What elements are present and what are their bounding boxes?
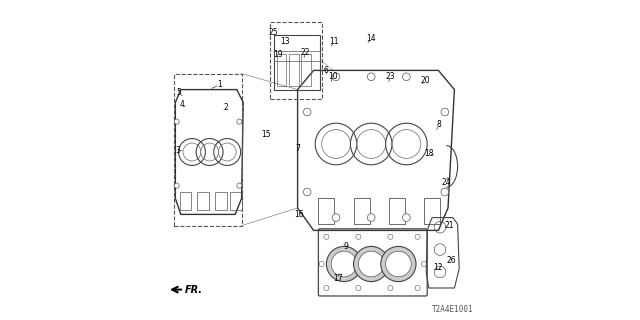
Circle shape (367, 214, 375, 221)
Text: 3: 3 (175, 146, 180, 155)
Text: 15: 15 (260, 130, 271, 139)
Circle shape (385, 251, 412, 277)
Text: 2: 2 (223, 103, 228, 112)
Bar (274, 35, 320, 90)
Bar (215, 192, 227, 210)
Circle shape (332, 214, 340, 221)
Circle shape (388, 234, 393, 239)
Text: 6: 6 (324, 66, 329, 75)
Circle shape (381, 246, 416, 282)
Text: 5: 5 (177, 88, 182, 97)
Bar (289, 54, 298, 86)
Text: 1: 1 (217, 80, 221, 89)
Text: 17: 17 (333, 274, 342, 283)
Text: 18: 18 (424, 149, 433, 158)
Text: 11: 11 (330, 37, 339, 46)
Text: 26: 26 (446, 256, 456, 265)
Text: 19: 19 (273, 50, 284, 59)
Circle shape (174, 183, 179, 188)
Circle shape (332, 251, 357, 277)
Circle shape (332, 73, 340, 81)
Circle shape (326, 246, 362, 282)
Text: 10: 10 (328, 72, 338, 81)
Bar (301, 54, 311, 86)
Text: 12: 12 (434, 263, 443, 272)
Text: 4: 4 (180, 100, 185, 108)
Text: 23: 23 (385, 72, 396, 81)
Text: 16: 16 (294, 210, 304, 219)
Text: T2A4E1001: T2A4E1001 (432, 305, 474, 314)
Bar (424, 198, 440, 224)
Circle shape (237, 183, 242, 188)
Text: 7: 7 (295, 144, 300, 153)
Circle shape (356, 234, 361, 239)
Bar (180, 192, 191, 210)
Circle shape (237, 119, 242, 124)
Circle shape (303, 108, 311, 116)
Text: 21: 21 (445, 221, 454, 230)
Bar (174, 74, 242, 226)
Circle shape (319, 261, 324, 267)
Circle shape (356, 285, 361, 291)
Circle shape (324, 234, 329, 239)
Bar (274, 51, 320, 61)
Text: FR.: FR. (185, 284, 203, 295)
Text: 9: 9 (343, 242, 348, 251)
Text: 14: 14 (366, 34, 376, 43)
Bar (230, 192, 242, 210)
Bar (197, 192, 209, 210)
Circle shape (358, 251, 384, 277)
Text: 22: 22 (301, 48, 310, 57)
Circle shape (441, 108, 449, 116)
Bar (277, 54, 287, 86)
Bar (319, 198, 334, 224)
Circle shape (354, 246, 389, 282)
Bar (354, 198, 370, 224)
Circle shape (403, 214, 410, 221)
Text: 24: 24 (442, 178, 451, 187)
Circle shape (441, 188, 449, 196)
Circle shape (415, 285, 420, 291)
Circle shape (422, 261, 427, 267)
Text: 8: 8 (436, 120, 441, 129)
Circle shape (388, 285, 393, 291)
Circle shape (415, 234, 420, 239)
Bar (270, 22, 321, 99)
Circle shape (403, 73, 410, 81)
Circle shape (367, 73, 375, 81)
Circle shape (303, 188, 311, 196)
Text: 25: 25 (269, 28, 278, 36)
Circle shape (324, 285, 329, 291)
Text: 20: 20 (420, 76, 431, 84)
Circle shape (174, 119, 179, 124)
Bar (388, 198, 404, 224)
Text: 13: 13 (280, 37, 290, 46)
